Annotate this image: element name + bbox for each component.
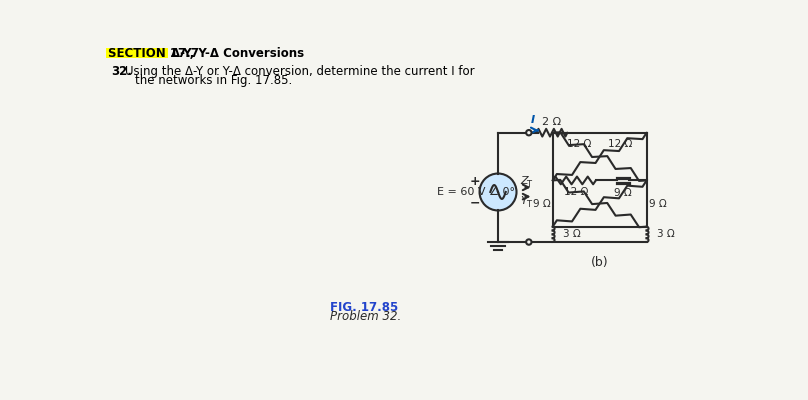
Text: Δ-Y, Y-Δ Conversions: Δ-Y, Y-Δ Conversions	[170, 47, 304, 60]
Text: Z: Z	[520, 176, 528, 186]
Text: Using the Δ-Y or Y-Δ conversion, determine the current I for: Using the Δ-Y or Y-Δ conversion, determi…	[124, 65, 474, 78]
Circle shape	[480, 174, 516, 210]
Text: T: T	[526, 200, 531, 210]
Text: (b): (b)	[591, 256, 608, 269]
Text: T: T	[526, 180, 531, 189]
Text: 3 Ω: 3 Ω	[658, 229, 675, 239]
Text: FIG. 17.85: FIG. 17.85	[330, 300, 398, 314]
Text: 32.: 32.	[111, 65, 132, 78]
Text: 3 Ω: 3 Ω	[563, 229, 581, 239]
Text: 9 Ω: 9 Ω	[649, 198, 667, 208]
FancyBboxPatch shape	[107, 48, 168, 58]
Text: 2 Ω: 2 Ω	[542, 116, 562, 126]
Text: 12 Ω: 12 Ω	[564, 186, 588, 196]
Text: Problem 32.: Problem 32.	[330, 310, 402, 323]
Text: 12 Ω: 12 Ω	[566, 139, 591, 149]
Text: SECTION 17.7: SECTION 17.7	[108, 47, 200, 60]
Text: 9 Ω: 9 Ω	[532, 198, 550, 208]
Text: Y: Y	[520, 196, 527, 206]
Text: E = 60 V ∠ 0°: E = 60 V ∠ 0°	[437, 187, 516, 197]
Text: the networks in Fig. 17.85.: the networks in Fig. 17.85.	[136, 74, 292, 87]
Text: 12 Ω: 12 Ω	[608, 139, 633, 149]
Circle shape	[526, 130, 532, 135]
Text: 9 Ω: 9 Ω	[614, 188, 632, 198]
Text: I: I	[530, 115, 535, 125]
Text: −: −	[469, 196, 480, 209]
Circle shape	[526, 239, 532, 245]
Text: +: +	[469, 175, 480, 188]
